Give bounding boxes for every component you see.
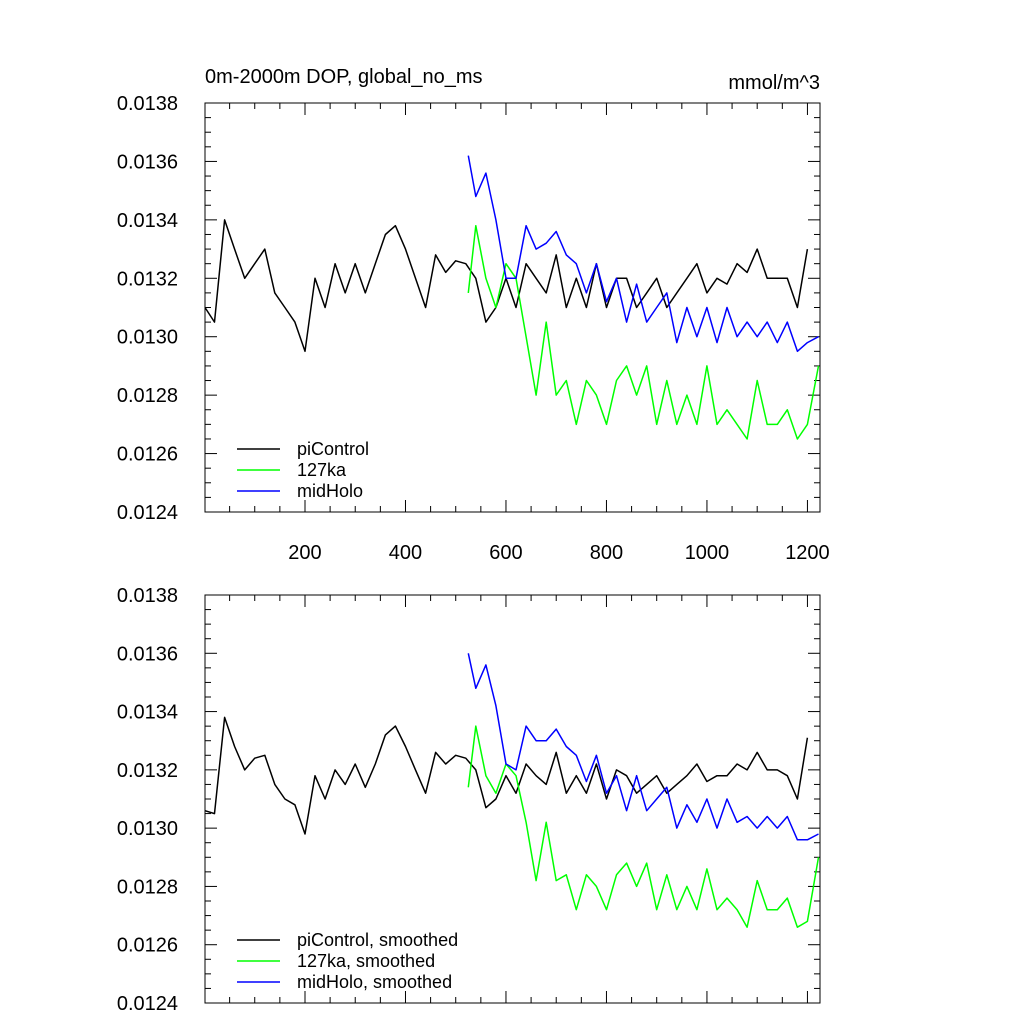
y-tick-label: 0.0128 bbox=[117, 876, 178, 898]
y-tick-label: 0.0130 bbox=[117, 327, 178, 349]
y-tick-label: 0.0136 bbox=[117, 643, 178, 665]
y-tick-label: 0.0138 bbox=[117, 93, 178, 115]
x-tick-label: 200 bbox=[288, 542, 321, 564]
series-line-127ka bbox=[467, 224, 820, 440]
legend-label: midHolo, smoothed bbox=[297, 972, 452, 992]
series-line-picontrol-smoothed bbox=[204, 716, 809, 835]
y-tick-label: 0.0124 bbox=[117, 993, 178, 1015]
y-tick-label: 0.0132 bbox=[117, 268, 178, 290]
x-tick-label: 1200 bbox=[785, 542, 830, 564]
y-tick-label: 0.0136 bbox=[117, 151, 178, 173]
chart-title: 0m-2000m DOP, global_no_ms bbox=[205, 66, 483, 88]
y-tick-label: 0.0132 bbox=[117, 760, 178, 782]
y-tick-label: 0.0130 bbox=[117, 818, 178, 840]
y-tick-label: 0.0124 bbox=[117, 502, 178, 524]
series-line-midholo bbox=[467, 155, 819, 353]
y-tick-label: 0.0134 bbox=[117, 702, 178, 724]
chart-panel-2: 0.0124 0.0126 0.0128 0.0130 0.0132 0.0134 0.01… bbox=[117, 585, 821, 1015]
series-line-127ka-smoothed bbox=[467, 725, 820, 928]
chart-panel-1: 0.0124 0.0126 0.0128 0.0130 0.0132 0.0134 0.01… bbox=[117, 66, 830, 564]
x-tick-label: 600 bbox=[489, 542, 522, 564]
y-tick-label: 0.0126 bbox=[117, 444, 178, 466]
x-tick-label: 1000 bbox=[685, 542, 730, 564]
legend-label: piControl bbox=[297, 439, 369, 459]
legend-label: 127ka bbox=[297, 460, 347, 480]
y-tick-label: 0.0138 bbox=[117, 585, 178, 607]
x-tick-label: 400 bbox=[389, 542, 422, 564]
y-tick-label: 0.0134 bbox=[117, 210, 178, 232]
y-tick-label: 0.0126 bbox=[117, 935, 178, 957]
series-line-midholo-smoothed bbox=[467, 653, 819, 841]
legend-label: midHolo bbox=[297, 481, 363, 501]
units-label: mmol/m^3 bbox=[728, 72, 820, 94]
y-tick-label: 0.0128 bbox=[117, 385, 178, 407]
x-tick-label: 800 bbox=[590, 542, 623, 564]
legend-label: 127ka, smoothed bbox=[297, 951, 435, 971]
series-line-picontrol bbox=[204, 219, 809, 353]
legend-label: piControl, smoothed bbox=[297, 930, 458, 950]
